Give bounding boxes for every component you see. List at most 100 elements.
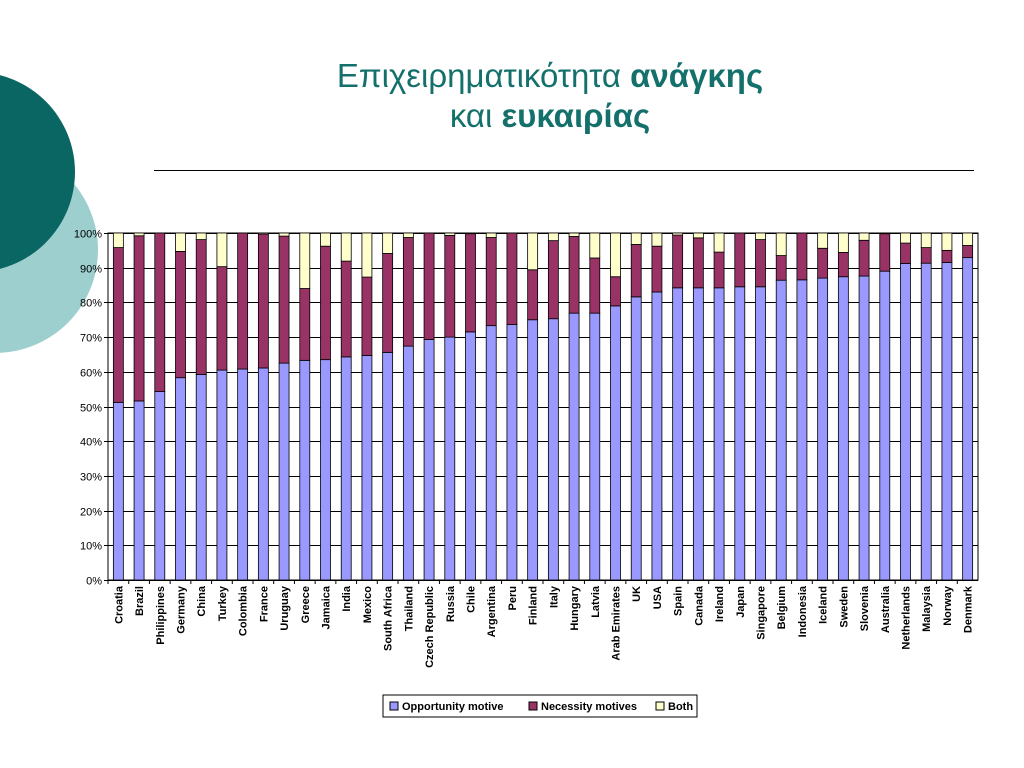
bar-necessity (900, 242, 911, 264)
bar-opportunity (299, 359, 311, 581)
bar-opportunity (651, 291, 663, 581)
x-tick-label: Greece (300, 586, 312, 623)
bar-opportunity (858, 275, 870, 581)
bar-both (941, 232, 953, 251)
bar-both (133, 232, 145, 237)
bar-necessity (796, 232, 808, 281)
bar-necessity (361, 276, 373, 356)
slide-decoration (0, 0, 200, 420)
bar-opportunity (796, 279, 808, 581)
bar-both (257, 232, 269, 235)
title-line-1: Επιχειρηματικότητα ανάγκης (150, 56, 950, 96)
x-tick-label: India (341, 585, 353, 612)
bar-opportunity (361, 355, 373, 581)
bar-opportunity (112, 401, 124, 581)
bar-necessity (858, 239, 870, 277)
bar-opportunity (610, 305, 621, 581)
x-tick-label: China (196, 585, 208, 616)
bar-necessity (133, 235, 145, 402)
bar-necessity (112, 247, 124, 403)
x-tick-label: Peru (507, 586, 519, 610)
bar-both (962, 232, 974, 246)
bar-opportunity (382, 351, 394, 581)
x-tick-label: Belgium (776, 586, 788, 630)
bar-opportunity (216, 369, 228, 581)
decor-circle-dark (0, 75, 75, 269)
bar-necessity (651, 245, 663, 293)
x-tick-label: Japan (735, 586, 747, 618)
bar-necessity (216, 266, 228, 371)
title-rule (154, 170, 974, 171)
bar-necessity (692, 237, 704, 289)
bar-necessity (175, 250, 186, 379)
legend-swatch-opportunity (389, 701, 399, 711)
y-tick-label: 40% (80, 437, 102, 449)
bar-both (382, 232, 394, 254)
x-tick-label: Netherlands (901, 586, 913, 650)
x-tick-label: Uruguay (279, 585, 291, 631)
bar-opportunity (257, 367, 269, 581)
bar-opportunity (465, 331, 476, 581)
bar-opportunity (672, 287, 684, 581)
bar-necessity (941, 249, 953, 263)
bar-necessity (775, 255, 787, 281)
title-prefix: Επιχειρηματικότητα (336, 57, 621, 94)
bar-necessity (340, 260, 352, 358)
bar-both (900, 232, 911, 244)
bar-both (568, 232, 580, 237)
bar-both (112, 232, 124, 248)
bar-opportunity (506, 324, 518, 581)
x-tick-label: Colombia (238, 585, 250, 636)
bar-opportunity (195, 374, 207, 581)
title-bold-opportunity: ευκαιρίας (501, 97, 651, 134)
bar-opportunity (547, 318, 559, 581)
bar-both (175, 232, 186, 252)
y-tick-label: 90% (80, 264, 102, 276)
bar-necessity (713, 251, 725, 289)
bar-both (817, 232, 829, 249)
bar-opportunity (423, 339, 435, 581)
x-tick-label: Slovenia (859, 585, 871, 631)
bar-necessity (547, 240, 559, 320)
legend (382, 694, 698, 718)
bar-opportunity (941, 262, 953, 581)
bar-both (630, 232, 642, 245)
plot-area (107, 232, 979, 581)
bar-necessity (879, 233, 891, 272)
x-tick-label: South Africa (383, 585, 395, 651)
bar-necessity (423, 232, 435, 340)
y-tick-label: 70% (80, 333, 102, 345)
slide-title: Επιχειρηματικότητα ανάγκης και ευκαιρίας (150, 56, 950, 136)
y-tick-label: 80% (80, 298, 102, 310)
x-tick-label: UK (631, 586, 643, 602)
y-tick-label: 30% (80, 472, 102, 484)
bar-opportunity (444, 336, 456, 581)
x-tick-label: Indonesia (797, 585, 809, 637)
bar-necessity (465, 233, 476, 333)
bar-both (589, 232, 601, 259)
legend-swatch-necessity (528, 701, 538, 711)
x-tick-label: Ireland (714, 586, 726, 622)
bar-both (485, 232, 497, 238)
y-tick-label: 20% (80, 507, 102, 519)
bar-opportunity (402, 345, 414, 581)
bar-both (465, 232, 476, 235)
x-tick-label: USA (652, 586, 664, 609)
bar-opportunity (920, 262, 932, 581)
bar-necessity (237, 232, 249, 370)
bar-both (651, 232, 663, 247)
x-tick-label: Thailand (403, 586, 415, 631)
bar-opportunity (713, 287, 725, 581)
bar-necessity (755, 239, 766, 288)
bar-opportunity (734, 286, 746, 581)
bar-necessity (527, 269, 539, 321)
legend-label-opportunity: Opportunity motive (402, 701, 503, 713)
title-line-2: και ευκαιρίας (150, 96, 950, 136)
bar-opportunity (775, 279, 787, 581)
bar-opportunity (837, 276, 849, 581)
x-tick-label: Czech Republic (424, 586, 436, 668)
bar-opportunity (340, 356, 352, 581)
x-tick-label: Norway (942, 585, 954, 626)
bar-both (755, 232, 766, 240)
